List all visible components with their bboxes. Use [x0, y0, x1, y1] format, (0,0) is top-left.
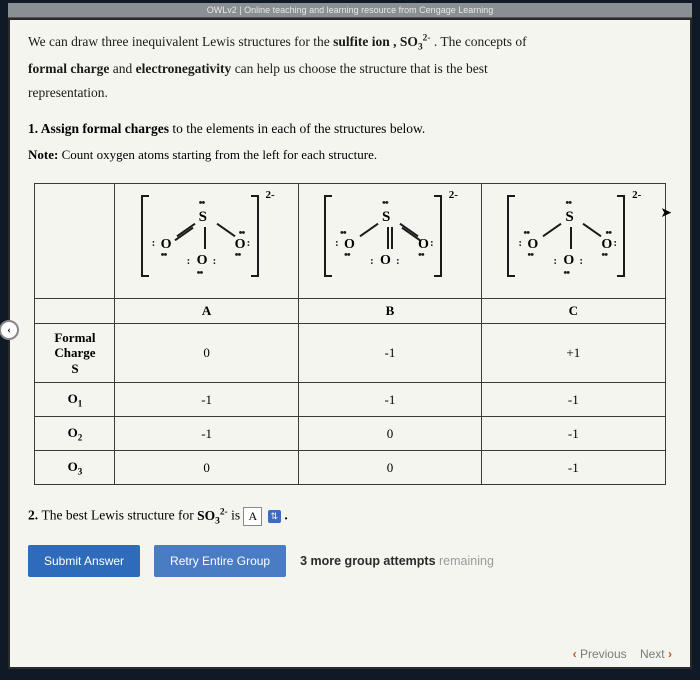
- col-c-label: C: [482, 298, 665, 323]
- val-b-o3[interactable]: 0: [298, 451, 481, 485]
- val-a-o1[interactable]: -1: [115, 383, 298, 417]
- col-b-label: B: [298, 298, 481, 323]
- dropdown-arrow-icon[interactable]: ⇅: [268, 510, 282, 523]
- intro-text-1a: We can draw three inequivalent Lewis str…: [28, 34, 333, 49]
- row-head-s: FormalChargeS: [35, 323, 115, 383]
- prev-link[interactable]: Previous: [573, 647, 627, 661]
- lewis-structure-b: 2- •• S O:•••• O:•• O::: [320, 191, 460, 286]
- q2-text-a: The best Lewis structure for: [42, 508, 198, 523]
- attempts-count: 3 more group attempts: [300, 554, 435, 568]
- structure-b-cell: 2- •• S O:•••• O:•• O::: [298, 183, 481, 298]
- q2-num: 2.: [28, 508, 42, 523]
- q1-bold: Assign formal charges: [41, 121, 169, 136]
- side-nav-badge[interactable]: ‹: [0, 320, 19, 340]
- next-link[interactable]: Next: [640, 647, 672, 661]
- submit-button[interactable]: Submit Answer: [28, 545, 140, 577]
- structure-a-cell: 2- •• S O:•• O:•••• O::••: [115, 183, 298, 298]
- lewis-structure-c: 2- •• S O:•••• O:•••• O::••: [503, 191, 643, 286]
- question-1: 1. Assign formal charges to the elements…: [28, 121, 672, 137]
- val-a-o3[interactable]: 0: [115, 451, 298, 485]
- val-b-o2[interactable]: 0: [298, 417, 481, 451]
- val-c-o3[interactable]: -1: [482, 451, 665, 485]
- top-header-bar: OWLv2 | Online teaching and learning res…: [8, 3, 692, 18]
- intro-and: and: [113, 61, 136, 76]
- val-b-s[interactable]: -1: [298, 323, 481, 383]
- intro-electronegativity: electronegativity: [136, 61, 232, 76]
- charge-a: 2-: [265, 189, 274, 201]
- empty-label-row: [35, 298, 115, 323]
- val-c-o1[interactable]: -1: [482, 383, 665, 417]
- content-page: ‹ ➤ We can draw three inequivalent Lewis…: [8, 18, 692, 669]
- bottom-nav: Previous Next: [573, 647, 672, 661]
- row-head-o3: O3: [35, 451, 115, 485]
- intro-sulfite: sulfite ion , SO: [333, 34, 418, 49]
- val-b-o1[interactable]: -1: [298, 383, 481, 417]
- intro-line3: representation.: [28, 83, 672, 103]
- charge-c: 2-: [632, 189, 641, 201]
- val-a-o2[interactable]: -1: [115, 417, 298, 451]
- val-c-s[interactable]: +1: [482, 323, 665, 383]
- q2-period: .: [284, 508, 287, 523]
- row-head-o2: O2: [35, 417, 115, 451]
- q1-rest: to the elements in each of the structure…: [172, 121, 425, 136]
- answer-dropdown[interactable]: A: [243, 507, 262, 526]
- val-c-o2[interactable]: -1: [482, 417, 665, 451]
- note-label: Note:: [28, 147, 58, 162]
- note-text: Count oxygen atoms starting from the lef…: [62, 147, 378, 162]
- formal-charge-table: 2- •• S O:•• O:•••• O::••: [34, 183, 665, 486]
- button-row: Submit Answer Retry Entire Group 3 more …: [28, 545, 672, 577]
- intro-text: We can draw three inequivalent Lewis str…: [28, 32, 672, 107]
- val-a-s[interactable]: 0: [115, 323, 298, 383]
- row-head-o1: O1: [35, 383, 115, 417]
- attempts-remaining: 3 more group attempts remaining: [300, 554, 494, 568]
- lewis-structure-a: 2- •• S O:•• O:•••• O::••: [137, 191, 277, 286]
- attempts-faded: remaining: [436, 554, 494, 568]
- intro-text-1c: . The concepts of: [434, 34, 527, 49]
- charge-b: 2-: [449, 189, 458, 201]
- question-2: 2. The best Lewis structure for SO32- is…: [28, 507, 672, 526]
- col-a-label: A: [115, 298, 298, 323]
- intro-formal-charge: formal charge: [28, 61, 109, 76]
- empty-header: [35, 183, 115, 298]
- intro-text-2d: can help us choose the structure that is…: [235, 61, 488, 76]
- retry-button[interactable]: Retry Entire Group: [154, 545, 286, 577]
- q1-num: 1.: [28, 121, 41, 136]
- q2-text-b: is: [231, 508, 243, 523]
- note: Note: Count oxygen atoms starting from t…: [28, 147, 672, 163]
- structure-c-cell: 2- •• S O:•••• O:•••• O::••: [482, 183, 665, 298]
- cursor-icon: ➤: [660, 205, 672, 222]
